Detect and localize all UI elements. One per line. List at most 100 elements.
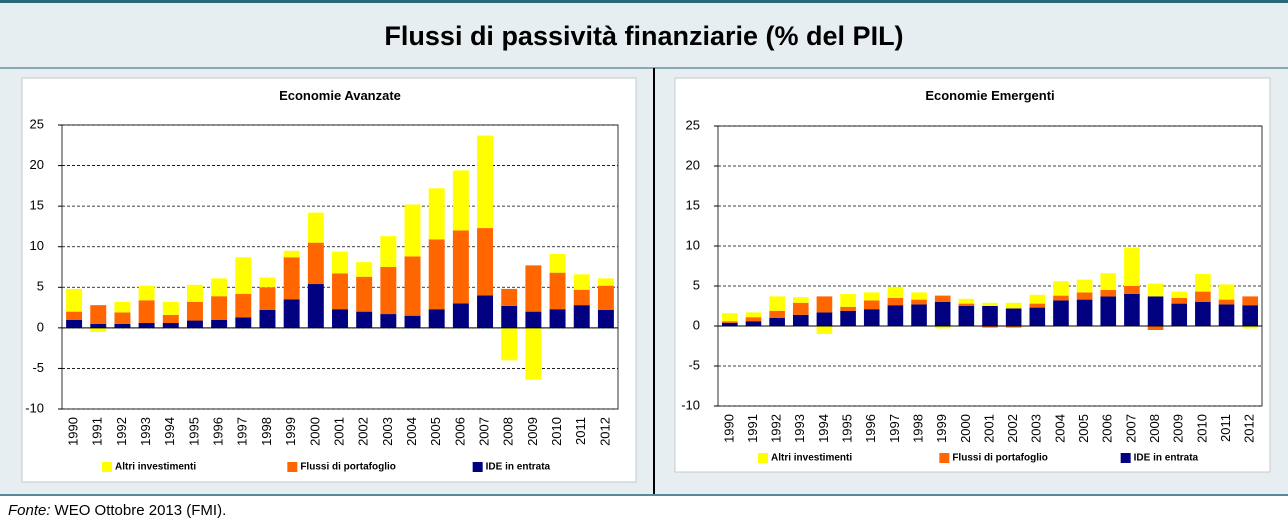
bar-segment bbox=[722, 321, 738, 323]
y-tick-label: -10 bbox=[681, 397, 700, 412]
x-tick-label: 2011 bbox=[1218, 414, 1233, 442]
x-tick-label: 1990 bbox=[721, 414, 736, 443]
bar-segment bbox=[477, 295, 494, 328]
x-tick-label: 1990 bbox=[66, 417, 81, 446]
bar-segment bbox=[186, 284, 203, 302]
y-tick-label: 25 bbox=[686, 117, 700, 132]
bar-segment bbox=[428, 309, 445, 328]
bar-segment bbox=[1076, 279, 1093, 293]
bar-segment bbox=[745, 317, 762, 322]
x-tick-label: 1998 bbox=[259, 417, 274, 446]
x-tick-label: 1993 bbox=[138, 417, 153, 446]
bar-segment bbox=[186, 301, 203, 321]
x-tick-label: 2004 bbox=[1052, 414, 1067, 443]
y-tick-label: 5 bbox=[37, 279, 44, 294]
bar-segment bbox=[356, 276, 373, 312]
bar-segment bbox=[863, 300, 880, 310]
x-tick-label: 2006 bbox=[452, 417, 467, 446]
x-tick-label: 1994 bbox=[162, 417, 177, 446]
x-tick-label: 2004 bbox=[404, 417, 419, 446]
bar-segment bbox=[90, 323, 107, 328]
bar-segment bbox=[404, 256, 421, 316]
x-tick-label: 1994 bbox=[816, 414, 831, 443]
bar-segment bbox=[428, 239, 445, 310]
bar-segment bbox=[1124, 286, 1140, 294]
x-tick-label: 1991 bbox=[745, 414, 760, 443]
bar-segment bbox=[211, 296, 228, 320]
bar-segment bbox=[1171, 291, 1188, 298]
x-tick-label: 2010 bbox=[549, 417, 564, 446]
bar-segment bbox=[283, 299, 300, 328]
x-tick-label: 2008 bbox=[501, 417, 516, 446]
x-tick-label: 2003 bbox=[380, 417, 395, 446]
bar-segment bbox=[235, 257, 252, 294]
bar-segment bbox=[958, 306, 975, 326]
x-tick-label: 2005 bbox=[428, 417, 443, 446]
bar-segment bbox=[66, 288, 83, 312]
x-tick-label: 1996 bbox=[863, 414, 878, 443]
bar-segment bbox=[1242, 326, 1258, 329]
x-tick-label: 2005 bbox=[1076, 414, 1091, 443]
source-label: Fonte: bbox=[8, 502, 51, 519]
bar-segment bbox=[934, 295, 951, 302]
bar-segment bbox=[1053, 300, 1069, 326]
x-tick-label: 1992 bbox=[114, 417, 129, 446]
bar-segment bbox=[283, 250, 300, 258]
legend-swatch bbox=[287, 462, 298, 472]
x-tick-label: 1995 bbox=[186, 417, 201, 446]
legend-label: IDE in entrata bbox=[1134, 453, 1199, 464]
bar-segment bbox=[404, 315, 421, 328]
bar-segment bbox=[283, 257, 300, 300]
bar-segment bbox=[549, 309, 566, 328]
bar-segment bbox=[1029, 303, 1046, 308]
bar-segment bbox=[1218, 299, 1235, 305]
bar-segment bbox=[66, 311, 83, 320]
bar-segment bbox=[1029, 294, 1046, 304]
legend-swatch bbox=[758, 453, 768, 463]
bar-segment bbox=[307, 212, 324, 243]
bar-segment bbox=[1218, 284, 1235, 300]
bar-segment bbox=[138, 322, 155, 328]
y-tick-label: 20 bbox=[686, 157, 700, 172]
bar-segment bbox=[1005, 308, 1022, 326]
bar-segment bbox=[380, 236, 397, 267]
y-tick-label: 5 bbox=[693, 277, 700, 292]
bar-segment bbox=[1195, 291, 1211, 302]
bar-segment bbox=[911, 304, 927, 326]
bar-segment bbox=[745, 321, 762, 326]
bar-segment bbox=[332, 251, 348, 274]
legend-swatch bbox=[1120, 453, 1131, 463]
bar-segment bbox=[1147, 326, 1164, 330]
bar-segment bbox=[452, 303, 469, 328]
bar-segment bbox=[1147, 296, 1164, 326]
bar-segment bbox=[934, 326, 951, 329]
bar-segment bbox=[525, 327, 542, 380]
x-tick-label: 2001 bbox=[331, 417, 346, 446]
x-tick-label: 2009 bbox=[525, 417, 540, 446]
x-tick-label: 1995 bbox=[840, 414, 855, 443]
legend-label: Flussi di portafoglio bbox=[300, 462, 396, 473]
bar-segment bbox=[1242, 305, 1258, 326]
y-tick-label: 10 bbox=[686, 237, 700, 252]
bar-segment bbox=[1100, 296, 1117, 326]
x-tick-label: 2008 bbox=[1147, 414, 1162, 443]
bar-segment bbox=[1076, 299, 1093, 326]
bar-segment bbox=[573, 305, 590, 328]
bar-segment bbox=[235, 293, 252, 318]
bar-segment bbox=[259, 287, 276, 311]
bar-segment bbox=[404, 204, 421, 257]
bar-segment bbox=[911, 299, 927, 305]
bar-segment bbox=[1218, 304, 1235, 326]
bar-segment bbox=[887, 286, 904, 298]
legend-label: IDE in entrata bbox=[486, 462, 551, 473]
bar-segment bbox=[1100, 273, 1117, 290]
bar-segment bbox=[162, 301, 179, 315]
bar-segment bbox=[525, 265, 542, 312]
y-tick-label: 10 bbox=[30, 238, 44, 253]
x-tick-label: 2007 bbox=[1123, 414, 1138, 443]
top-border bbox=[0, 0, 1288, 3]
x-tick-label: 1996 bbox=[211, 417, 226, 446]
bar-segment bbox=[1195, 274, 1211, 292]
bar-segment bbox=[452, 230, 469, 304]
